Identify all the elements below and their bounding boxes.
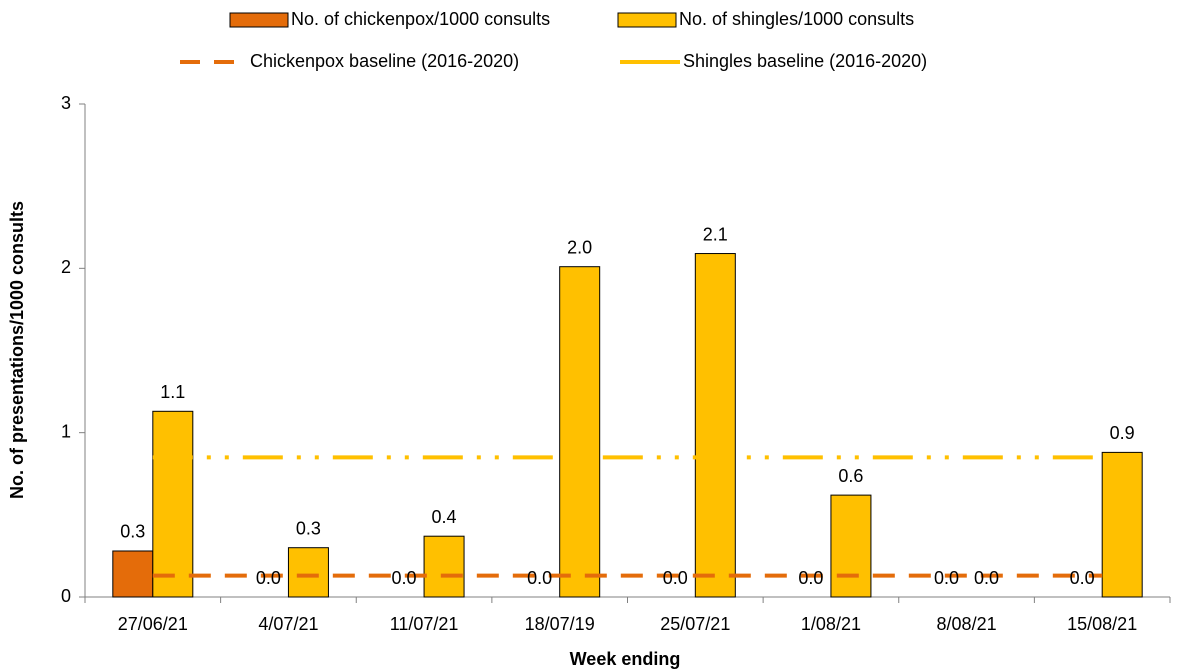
- bar: [1101, 451, 1143, 598]
- x-tick-label: 27/06/21: [118, 614, 188, 634]
- bar: [112, 550, 154, 598]
- x-tick-label: 4/07/21: [258, 614, 318, 634]
- bar: [423, 535, 465, 598]
- bar: [152, 410, 194, 598]
- data-label: 0.0: [256, 568, 281, 588]
- legend-swatch: [229, 12, 289, 28]
- legend-label: No. of shingles/1000 consults: [679, 9, 914, 29]
- bar: [694, 253, 736, 598]
- data-label: 0.0: [1070, 568, 1095, 588]
- data-label: 0.0: [392, 568, 417, 588]
- data-label: 0.3: [296, 518, 321, 538]
- y-tick-label: 3: [61, 93, 71, 113]
- data-label: 1.1: [160, 382, 185, 402]
- x-tick-label: 1/08/21: [801, 614, 861, 634]
- x-tick-label: 18/07/19: [525, 614, 595, 634]
- x-axis-title: Week ending: [570, 649, 681, 669]
- data-label: 2.0: [567, 237, 592, 257]
- data-label: 0.0: [974, 568, 999, 588]
- data-label: 0.3: [120, 522, 145, 542]
- data-label: 0.0: [798, 568, 823, 588]
- bar: [830, 494, 872, 598]
- y-axis-title: No. of presentations/1000 consults: [7, 201, 27, 499]
- x-tick-label: 15/08/21: [1067, 614, 1137, 634]
- data-label: 0.0: [663, 568, 688, 588]
- bar: [287, 547, 329, 598]
- y-tick-label: 1: [61, 421, 71, 441]
- x-tick-label: 8/08/21: [937, 614, 997, 634]
- data-label: 0.6: [838, 466, 863, 486]
- legend-label: No. of chickenpox/1000 consults: [291, 9, 550, 29]
- legend-label: Shingles baseline (2016-2020): [683, 51, 927, 71]
- y-tick-label: 0: [61, 586, 71, 606]
- data-label: 0.4: [432, 507, 457, 527]
- data-label: 0.0: [527, 568, 552, 588]
- x-tick-label: 11/07/21: [390, 614, 459, 634]
- bar: [559, 266, 601, 598]
- data-label: 2.1: [703, 224, 728, 244]
- data-label: 0.9: [1110, 423, 1135, 443]
- legend-label: Chickenpox baseline (2016-2020): [250, 51, 519, 71]
- x-tick-label: 25/07/21: [660, 614, 730, 634]
- legend-swatch: [617, 12, 677, 28]
- data-label: 0.0: [934, 568, 959, 588]
- y-tick-label: 2: [61, 257, 71, 277]
